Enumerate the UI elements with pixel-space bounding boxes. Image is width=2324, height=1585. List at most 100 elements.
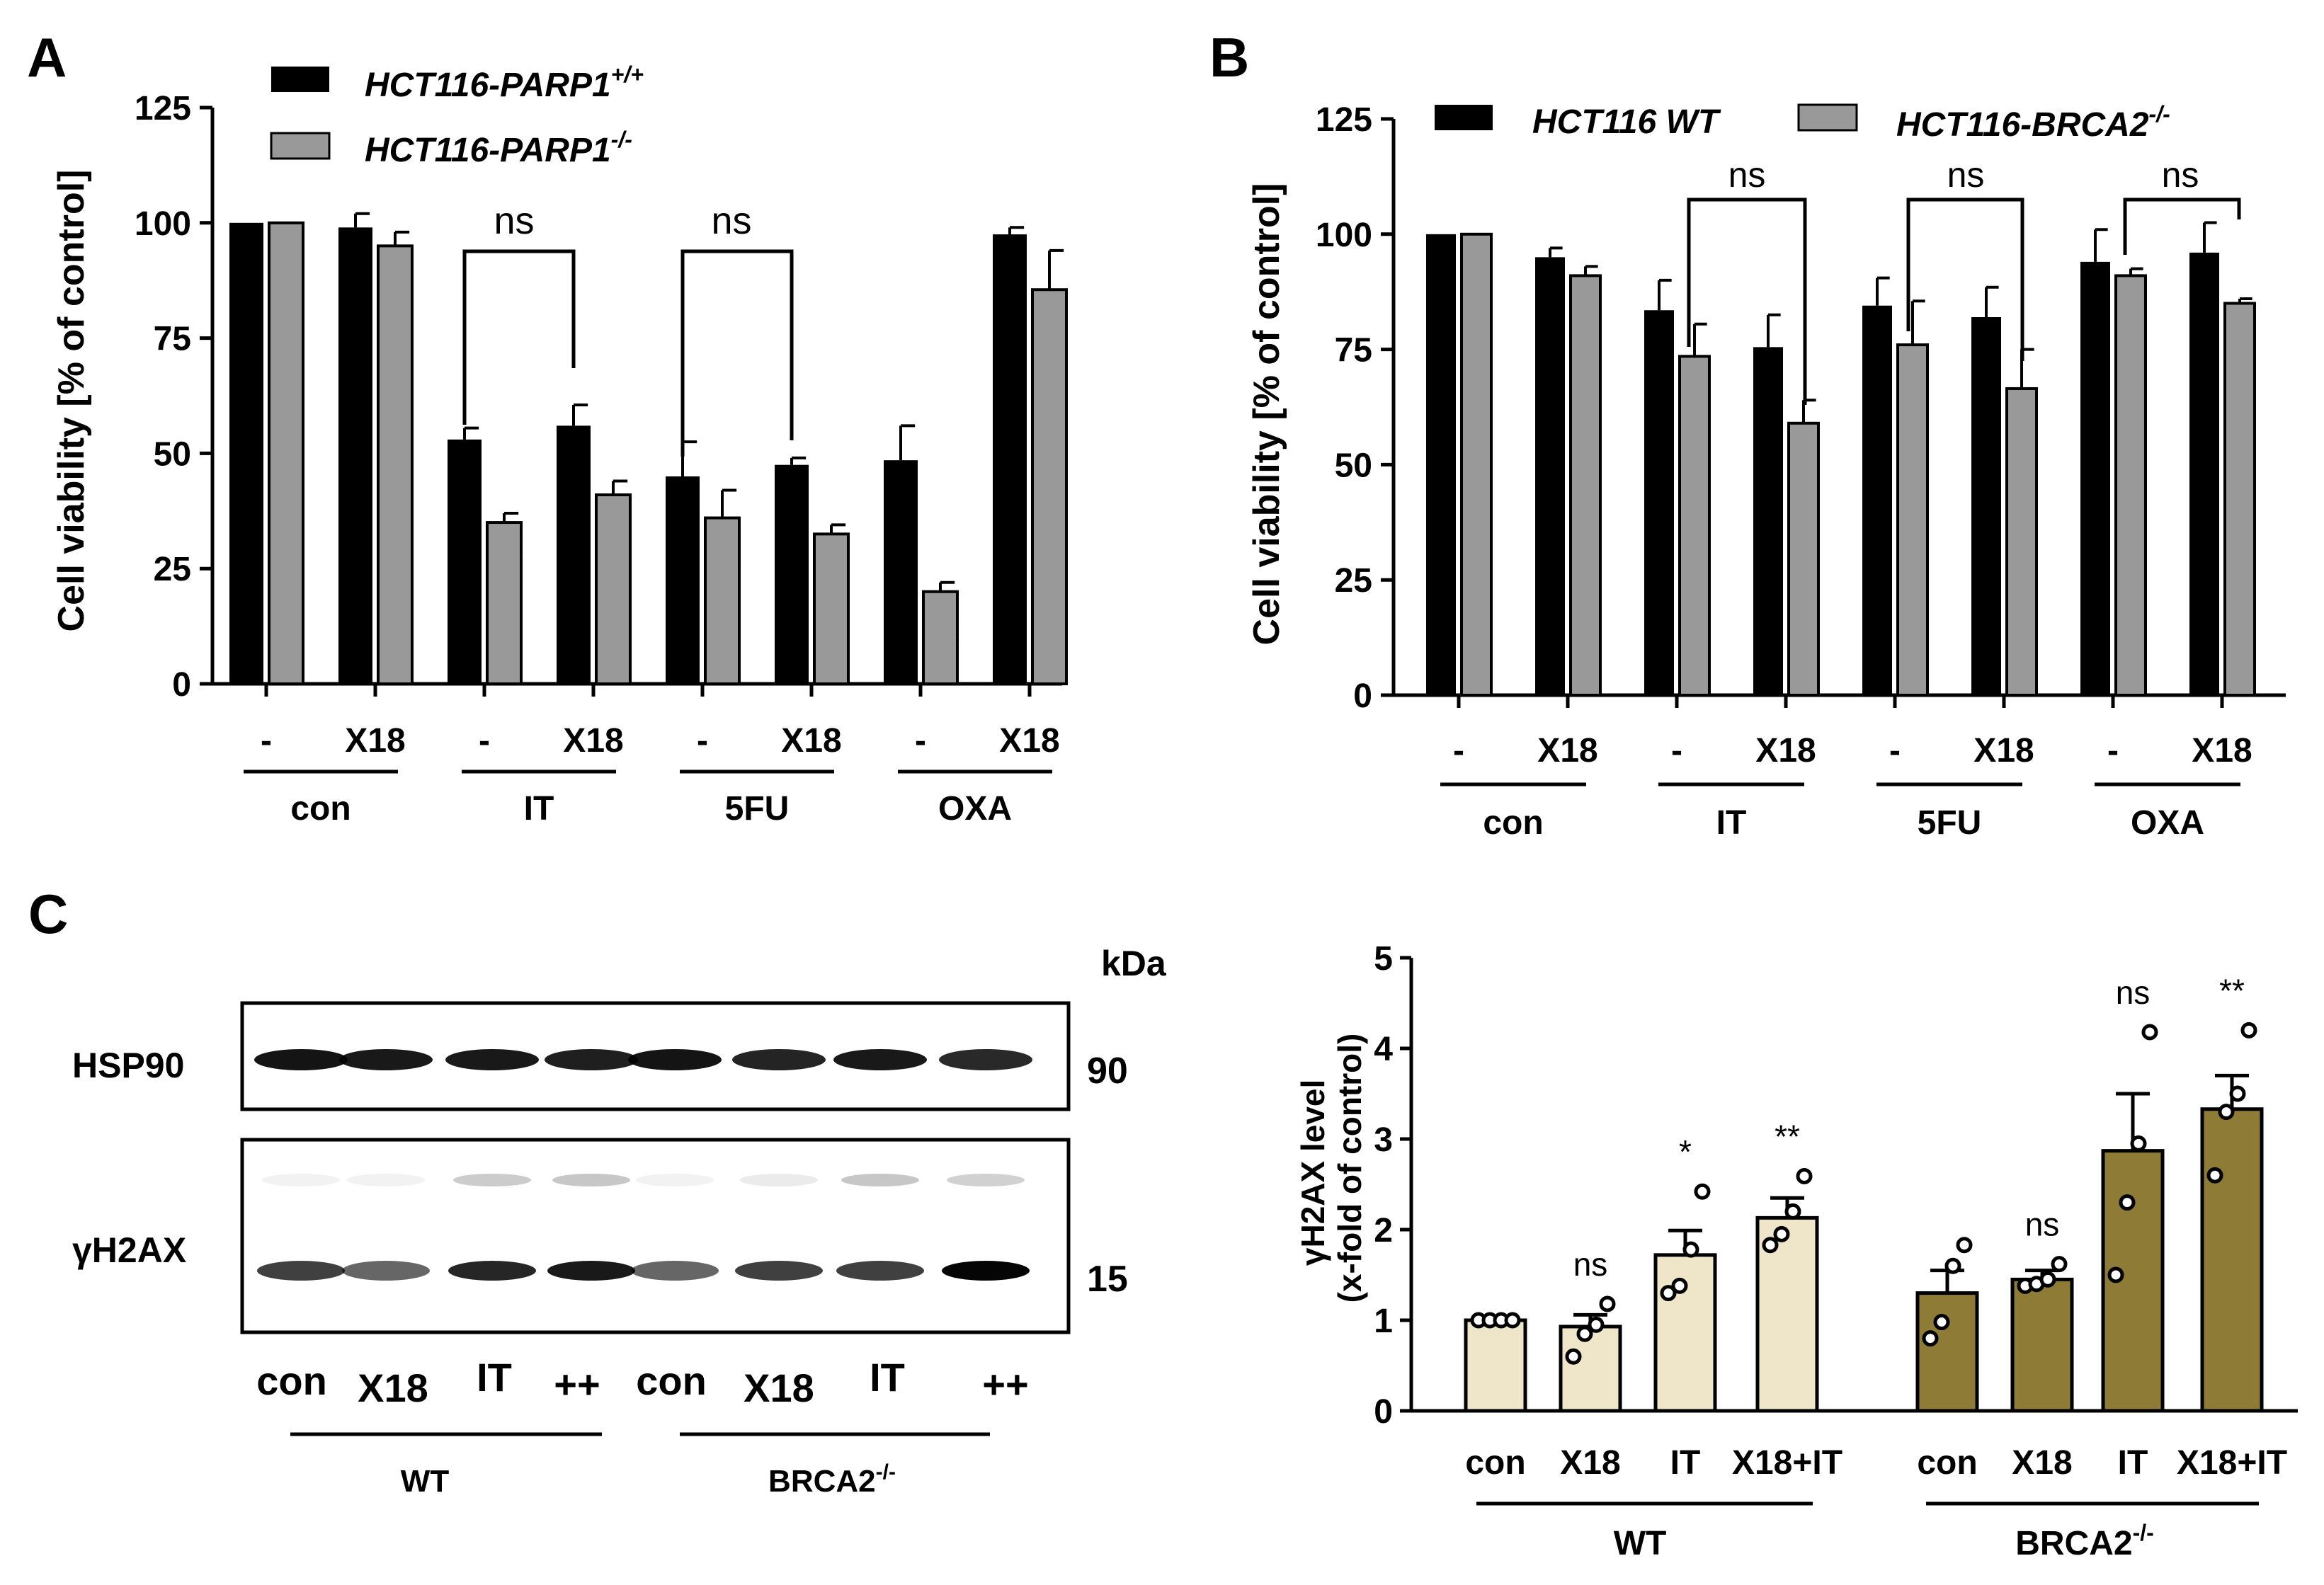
bar	[448, 439, 482, 684]
y-tick-label: 5	[1374, 940, 1393, 978]
blot-band-faint	[740, 1174, 818, 1186]
x-tick-label: X18	[345, 722, 405, 760]
c-group-wt: WT	[1614, 1525, 1667, 1562]
y-tick-label: 4	[1374, 1031, 1393, 1068]
bar	[1862, 305, 1892, 696]
blot-band-hsp90	[628, 1049, 722, 1070]
significance-stars: **	[2132, 288, 2167, 313]
y-tick-label: 25	[154, 551, 191, 588]
data-point	[1565, 1348, 1582, 1365]
bar	[268, 221, 304, 685]
blot-band-faint	[453, 1174, 531, 1186]
y-tick-label: 2	[1374, 1212, 1393, 1249]
x-tick-label: -	[479, 722, 490, 760]
legend-swatch	[1435, 105, 1493, 130]
chart-b-legend: HCT116 WT HCT116-BRCA2-/-	[1435, 101, 2170, 144]
data-point	[2229, 1085, 2246, 1102]
y-tick-label: 50	[154, 435, 191, 473]
significance-stars: **	[902, 473, 937, 498]
x-tick-label: X18	[563, 722, 623, 760]
x-tick-label: -	[2107, 732, 2119, 769]
bar	[2005, 387, 2038, 697]
data-point	[1784, 1203, 1801, 1220]
data-point	[1922, 1330, 1939, 1347]
blot-band-hsp90	[939, 1049, 1032, 1070]
x-tick-label: X18	[1560, 1444, 1620, 1482]
blot-lane-label: con	[636, 1358, 707, 1403]
bar	[338, 227, 372, 684]
data-point	[2051, 1256, 2068, 1273]
panel-label-c: C	[28, 883, 68, 945]
significance-label: **	[1775, 1118, 1800, 1155]
significance-stars: **	[1696, 369, 1731, 394]
group-label: OXA	[938, 790, 1012, 828]
legend-swatch	[1797, 103, 1858, 132]
x-tick-label: IT	[2118, 1444, 2148, 1482]
blot-band-faint	[347, 1174, 425, 1186]
y-tick-label: 100	[1316, 217, 1372, 254]
bar	[813, 532, 850, 685]
blot-lane-label: X18	[358, 1366, 428, 1410]
blot-frame-gh2ax	[240, 1138, 1071, 1334]
x-tick-label: -	[1453, 732, 1464, 769]
bar	[775, 464, 809, 684]
blot-band-gh2ax	[836, 1261, 924, 1281]
x-tick-label: X18	[2012, 1444, 2072, 1482]
blot-band-faint	[841, 1174, 919, 1186]
blot-band-hsp90	[445, 1049, 539, 1070]
bar	[1535, 257, 1565, 695]
group-label: con	[1483, 804, 1543, 842]
blot-lane-label: IT	[477, 1355, 512, 1400]
bar	[2114, 274, 2147, 697]
y-tick-label: 0	[1353, 677, 1372, 715]
legend-entry-wt: HCT116 WT	[1532, 103, 1721, 141]
y-tick-label: 1	[1374, 1303, 1393, 1340]
blot-lane-label: ++	[554, 1362, 600, 1407]
bar	[1678, 355, 1711, 697]
significance-label: ns	[2116, 974, 2151, 1011]
significance-label: *	[1679, 1133, 1692, 1170]
data-point	[2141, 1024, 2158, 1041]
significance-stars: ***	[724, 531, 758, 568]
blot-band-hsp90	[545, 1049, 638, 1070]
bar	[557, 425, 591, 684]
bar	[1787, 421, 1820, 697]
x-tick-label: con	[1917, 1444, 1977, 1482]
x-tick-label: X18	[999, 722, 1059, 760]
bracket-label: ns	[494, 200, 534, 242]
data-point	[1660, 1285, 1677, 1302]
bar	[1426, 234, 1456, 695]
kda-marker-15: 15	[1087, 1259, 1128, 1300]
bar	[666, 476, 700, 684]
significance-stars: *	[1879, 319, 1913, 331]
blot-band-faint	[636, 1174, 714, 1186]
blot-lane-label: IT	[870, 1355, 905, 1400]
significance-bracket	[680, 249, 794, 457]
data-point	[1944, 1257, 1961, 1274]
bar	[1569, 274, 1602, 697]
bar	[1460, 232, 1493, 697]
significance-stars: *	[1914, 357, 1949, 370]
blot-band-gh2ax	[735, 1261, 823, 1281]
blot-band-faint	[947, 1174, 1025, 1186]
bar	[2010, 1277, 2074, 1413]
bar	[2080, 261, 2110, 695]
chart-c: γH2AX level (x-fold of control) 0 1 2 3 4 5 co…	[1294, 940, 2298, 1562]
significance-stars: *	[1661, 323, 1695, 336]
bar	[2200, 1107, 2264, 1413]
bracket-label: ns	[2162, 155, 2199, 195]
blot-band-gh2ax	[942, 1261, 1030, 1281]
bar	[1971, 317, 2001, 695]
significance-label: **	[2219, 972, 2245, 1009]
blot-band-faint	[552, 1174, 630, 1186]
chart-a-legend: HCT116-PARP1+/+ HCT116-PARP1-/-	[270, 62, 644, 169]
blot-band-hsp90	[254, 1049, 348, 1070]
bar	[1031, 288, 1068, 685]
panel-label-a: A	[27, 26, 67, 88]
data-point	[2039, 1271, 2056, 1288]
data-point	[1576, 1325, 1593, 1342]
data-point	[2119, 1194, 2136, 1211]
x-tick-label: X18	[1537, 732, 1597, 769]
x-tick-label: X18+IT	[1732, 1444, 1842, 1482]
